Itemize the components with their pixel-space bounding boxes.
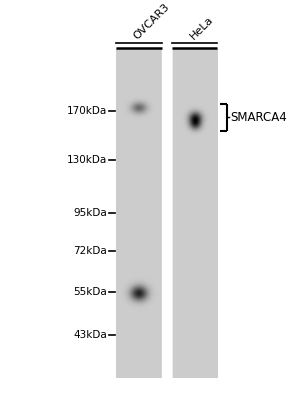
Text: 55kDa: 55kDa — [73, 287, 107, 297]
Text: 72kDa: 72kDa — [73, 246, 107, 256]
Text: HeLa: HeLa — [188, 14, 215, 41]
Text: 130kDa: 130kDa — [67, 155, 107, 165]
Text: SMARCA4: SMARCA4 — [230, 111, 287, 124]
Text: OVCAR3: OVCAR3 — [132, 2, 172, 41]
Text: 95kDa: 95kDa — [73, 208, 107, 218]
Text: 43kDa: 43kDa — [73, 330, 107, 340]
Text: 170kDa: 170kDa — [67, 106, 107, 116]
